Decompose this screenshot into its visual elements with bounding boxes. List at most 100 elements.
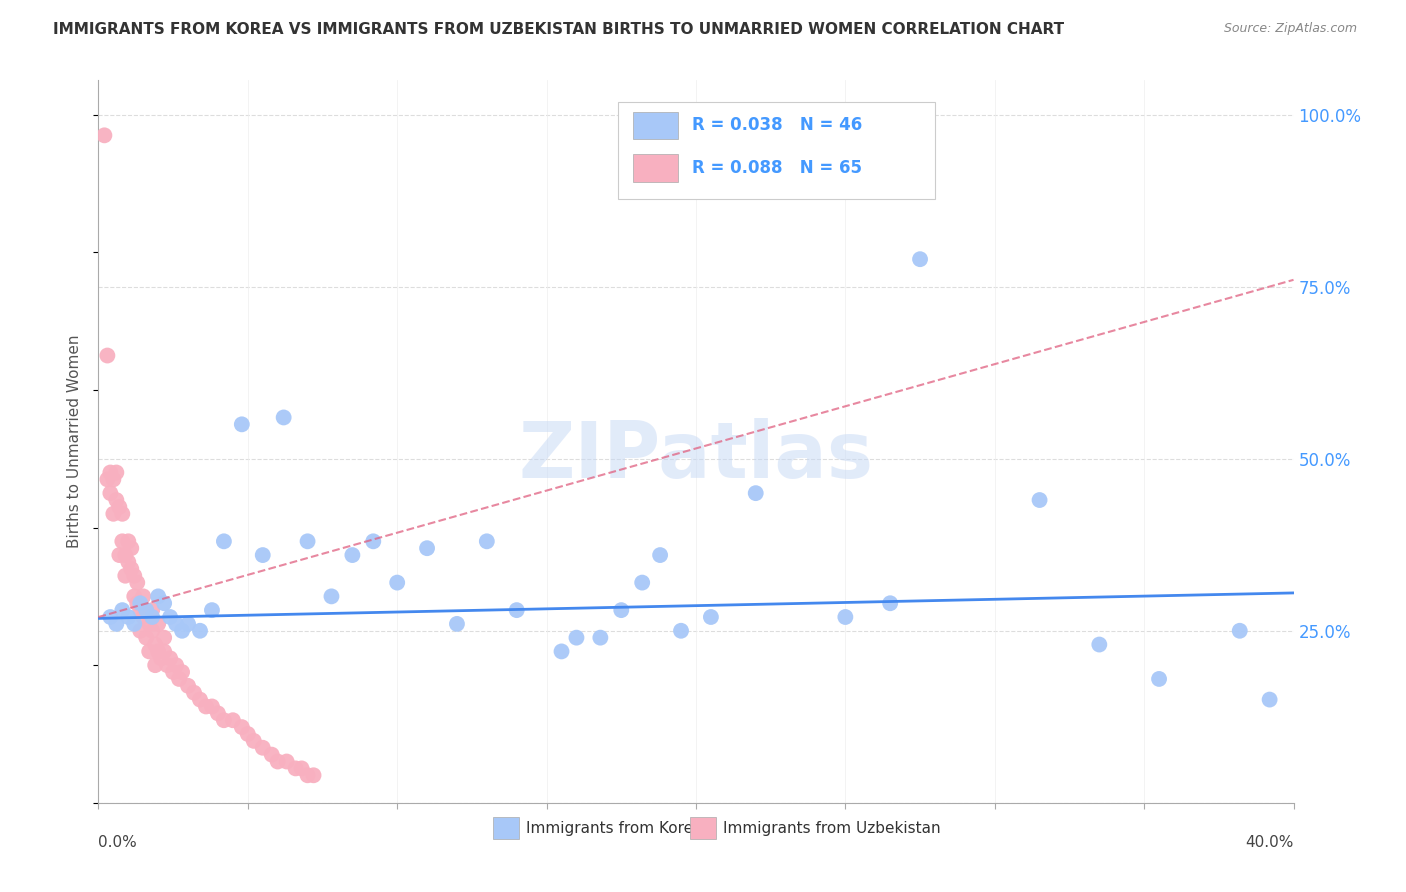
Point xyxy=(98,486,122,500)
Point xyxy=(267,755,290,769)
Text: 40.0%: 40.0% xyxy=(1246,835,1294,850)
Point xyxy=(167,672,190,686)
Point xyxy=(124,590,146,604)
Text: ZIPatlas: ZIPatlas xyxy=(519,418,873,494)
Point xyxy=(111,603,134,617)
Point xyxy=(222,713,245,727)
Point xyxy=(550,644,572,658)
Point xyxy=(188,692,211,706)
Point xyxy=(565,631,588,645)
Bar xyxy=(690,817,716,838)
Point xyxy=(236,727,259,741)
Point xyxy=(700,610,723,624)
Point xyxy=(105,466,128,480)
Point xyxy=(124,616,146,631)
Point xyxy=(103,507,125,521)
Point xyxy=(141,610,163,624)
Point xyxy=(231,720,253,734)
FancyBboxPatch shape xyxy=(619,102,935,200)
Point xyxy=(177,679,200,693)
Point xyxy=(201,699,224,714)
Point xyxy=(108,500,131,514)
Text: Source: ZipAtlas.com: Source: ZipAtlas.com xyxy=(1223,22,1357,36)
Point xyxy=(159,651,181,665)
Point xyxy=(117,534,139,549)
Point xyxy=(153,644,176,658)
Point xyxy=(610,603,633,617)
Point xyxy=(385,575,409,590)
Point xyxy=(252,548,274,562)
Point xyxy=(120,562,142,576)
Point xyxy=(302,768,325,782)
Point xyxy=(284,761,307,775)
Bar xyxy=(494,817,519,838)
Point xyxy=(416,541,439,556)
Point xyxy=(342,548,364,562)
Point xyxy=(114,568,136,582)
Point xyxy=(127,575,149,590)
Point xyxy=(135,603,157,617)
Point xyxy=(111,507,134,521)
Point xyxy=(212,713,235,727)
Point xyxy=(143,638,166,652)
Point xyxy=(156,658,179,673)
Point xyxy=(908,252,931,267)
Point xyxy=(150,651,173,665)
Point xyxy=(153,596,176,610)
Point xyxy=(105,493,128,508)
Point xyxy=(143,658,166,673)
Point xyxy=(177,616,200,631)
Point xyxy=(153,631,176,645)
Point xyxy=(195,699,218,714)
Point xyxy=(1088,638,1111,652)
Point xyxy=(105,616,128,631)
Bar xyxy=(633,154,678,182)
Point xyxy=(631,575,654,590)
Point xyxy=(120,541,142,556)
Text: Immigrants from Korea: Immigrants from Korea xyxy=(526,821,703,836)
Point xyxy=(141,603,163,617)
Point xyxy=(650,548,672,562)
Point xyxy=(132,590,155,604)
Point xyxy=(117,555,139,569)
Text: 0.0%: 0.0% xyxy=(98,835,138,850)
Point xyxy=(124,568,146,582)
Point xyxy=(297,534,319,549)
Point xyxy=(207,706,229,721)
Point xyxy=(148,590,170,604)
Point xyxy=(276,755,298,769)
Point xyxy=(1229,624,1251,638)
Point xyxy=(834,610,856,624)
Point xyxy=(127,596,149,610)
Point xyxy=(141,624,163,638)
Point xyxy=(231,417,253,432)
Point xyxy=(879,596,901,610)
Bar xyxy=(633,112,678,139)
Point xyxy=(669,624,692,638)
Point xyxy=(172,624,194,638)
Point xyxy=(129,603,152,617)
Point xyxy=(138,644,160,658)
Point xyxy=(188,624,211,638)
Point xyxy=(96,349,118,363)
Point xyxy=(321,590,343,604)
Point xyxy=(446,616,468,631)
Point xyxy=(111,534,134,549)
Point xyxy=(363,534,385,549)
Point xyxy=(162,665,184,679)
Point xyxy=(212,534,235,549)
Point xyxy=(1258,692,1281,706)
Point xyxy=(103,472,125,486)
Point xyxy=(506,603,529,617)
Point xyxy=(291,761,314,775)
Point xyxy=(165,658,187,673)
Point xyxy=(273,410,295,425)
Point xyxy=(108,548,131,562)
Point xyxy=(183,686,205,700)
Point xyxy=(252,740,274,755)
Point xyxy=(297,768,319,782)
Point xyxy=(135,631,157,645)
Point xyxy=(96,472,118,486)
Point xyxy=(1147,672,1170,686)
Point xyxy=(98,610,122,624)
